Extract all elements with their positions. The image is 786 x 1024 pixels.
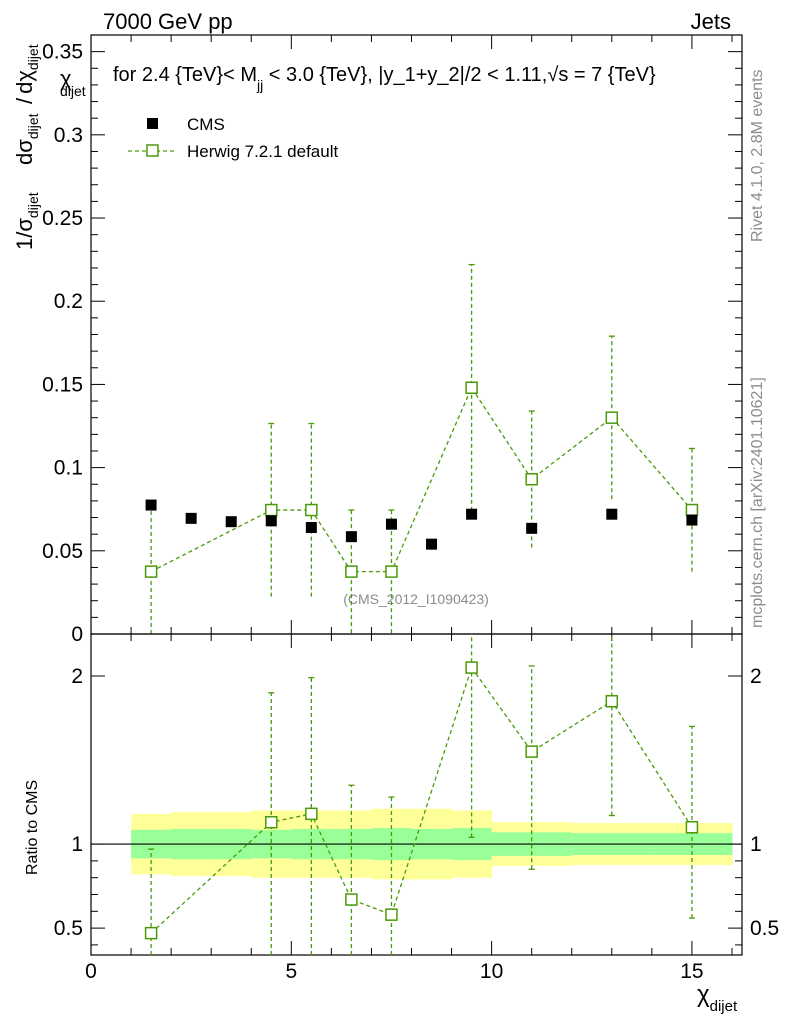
header-energy: 7000 GeV pp (103, 9, 233, 34)
mc-point (305, 503, 318, 517)
y-tick-label: 0.25 (42, 207, 83, 230)
analysis-watermark: (CMS_2012_I1090423) (343, 591, 489, 607)
data-point (385, 518, 397, 530)
ratio-point (385, 908, 398, 921)
x-tick-label: 10 (480, 960, 503, 983)
ratio-point (265, 815, 278, 829)
data-point (426, 538, 438, 550)
data-point (145, 499, 157, 511)
rivet-label: Rivet 4.1.0, 2.8M events (749, 69, 766, 242)
mcplots-label: mcplots.cern.ch [arXiv:2401.10621] (749, 377, 766, 628)
y-tick-label: 0.35 (42, 41, 83, 64)
y-tick-label: 0.15 (42, 373, 83, 396)
ratio-y-tick-label-right: 2 (750, 665, 762, 688)
ratio-line (150, 666, 693, 934)
ratio-frame (90, 633, 743, 956)
x-tick-label: 0 (85, 960, 97, 983)
mc-point (385, 565, 398, 578)
legend-marker-cms (147, 118, 158, 129)
data-point (686, 514, 698, 526)
y-tick-label: 0.1 (54, 457, 83, 480)
x-tick-label: 5 (285, 960, 297, 983)
ratio-point (345, 893, 358, 906)
y-label-dsigma: dσdijet (12, 113, 41, 165)
legend-label-herwig: Herwig 7.2.1 default (187, 142, 338, 161)
data-point (606, 508, 618, 520)
mc-point (525, 473, 538, 486)
data-point (185, 512, 197, 524)
header-process: Jets (691, 9, 731, 34)
ratio-y-tick-label: 0.5 (54, 917, 83, 940)
data-point (526, 522, 538, 534)
ratio-point (525, 745, 538, 758)
mc-point (605, 411, 619, 424)
legend-label-cms: CMS (187, 115, 225, 134)
ratio-y-tick-label: 2 (71, 665, 83, 688)
x-tick-label: 15 (680, 960, 703, 983)
mc-point (265, 503, 278, 517)
data-point (265, 515, 277, 527)
y-tick-label: 0.2 (54, 290, 83, 313)
ratio-y-tick-label-right: 0.5 (750, 917, 779, 940)
y-axis-label-top: 1/σdijet χdijet dσdijet /dχdijet (12, 44, 86, 250)
ratio-point (465, 661, 478, 674)
plot-title: for 2.4 {TeV}< Mjj < 3.0 {TeV}, |y_1+y_2… (113, 64, 656, 93)
y-tick-label: 0.3 (54, 124, 83, 147)
ratio-point (144, 926, 158, 940)
y-label-norm: 1/σdijet (12, 192, 41, 250)
ratio-y-tick-label: 1 (71, 833, 83, 856)
mc-point (144, 565, 158, 578)
mc-point (685, 503, 699, 517)
ratio-point (685, 821, 699, 834)
mc-point (465, 381, 478, 394)
data-point (225, 516, 237, 528)
mc-point (345, 565, 358, 578)
data-point (305, 522, 317, 534)
ratio-point (305, 807, 318, 821)
y-axis-label-ratio: Ratio to CMS (24, 780, 41, 875)
x-axis-label: χdijet (697, 981, 738, 1015)
legend: CMS Herwig 7.2.1 default (128, 115, 338, 161)
ratio-y-tick-label-right: 1 (750, 833, 762, 856)
y-tick-label: 0 (71, 623, 83, 646)
data-point (345, 531, 357, 543)
y-label-chi: χdijet (60, 66, 86, 99)
y-tick-label: 0.05 (42, 540, 83, 563)
legend-marker-herwig (146, 144, 159, 157)
ratio-point (605, 694, 619, 708)
data-point (466, 508, 478, 520)
y-label-dchi: /dχdijet (12, 44, 41, 104)
